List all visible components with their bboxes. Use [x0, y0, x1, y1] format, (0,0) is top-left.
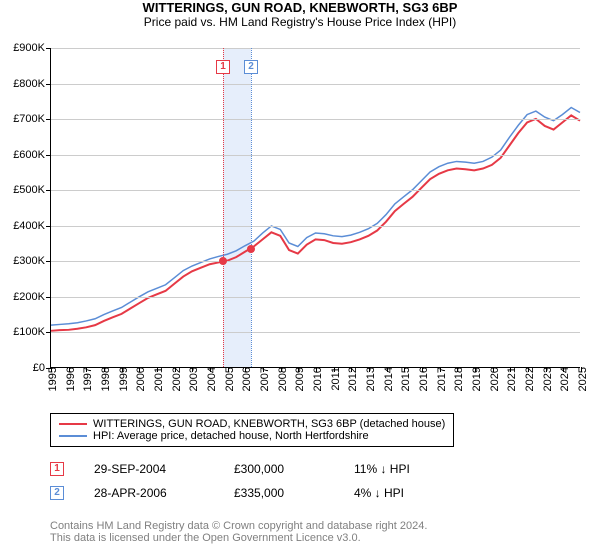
gridline-y	[51, 297, 580, 298]
gridline-y	[51, 155, 580, 156]
xtick-label: 2015	[396, 367, 412, 391]
xtick-label: 2000	[131, 367, 147, 391]
ytick-label: £800K	[13, 78, 51, 90]
ytick-label: £600K	[13, 149, 51, 161]
event-dot	[219, 257, 227, 265]
chart-container: { "title": "WITTERINGS, GUN ROAD, KNEBWO…	[0, 0, 600, 560]
xtick-label: 2024	[555, 367, 571, 391]
transaction-row: 1 29-SEP-2004 £300,000 11% ↓ HPI	[50, 462, 410, 476]
xtick-label: 1999	[114, 367, 130, 391]
xtick-label: 2002	[167, 367, 183, 391]
footer-line-2: This data is licensed under the Open Gov…	[50, 532, 427, 544]
legend-label: HPI: Average price, detached house, Nort…	[93, 430, 369, 442]
xtick-label: 2004	[202, 367, 218, 391]
gridline-y	[51, 190, 580, 191]
legend-label: WITTERINGS, GUN ROAD, KNEBWORTH, SG3 6BP…	[93, 418, 445, 430]
xtick-label: 2020	[485, 367, 501, 391]
gridline-y	[51, 119, 580, 120]
transaction-row: 2 28-APR-2006 £335,000 4% ↓ HPI	[50, 486, 410, 500]
ytick-label: £500K	[13, 184, 51, 196]
transaction-price: £300,000	[234, 462, 324, 476]
event-vline	[251, 48, 252, 367]
legend-swatch	[59, 423, 87, 425]
ytick-label: £900K	[13, 42, 51, 54]
series-line	[51, 108, 580, 326]
ytick-label: £100K	[13, 326, 51, 338]
transaction-table: 1 29-SEP-2004 £300,000 11% ↓ HPI 2 28-APR-200…	[50, 462, 410, 510]
xtick-label: 2010	[308, 367, 324, 391]
legend-item: HPI: Average price, detached house, Nort…	[59, 430, 445, 442]
xtick-label: 2008	[273, 367, 289, 391]
event-marker-box: 2	[244, 60, 258, 74]
xtick-label: 2019	[467, 367, 483, 391]
transaction-delta: 4% ↓ HPI	[354, 486, 404, 500]
xtick-label: 2001	[149, 367, 165, 391]
xtick-label: 2018	[449, 367, 465, 391]
xtick-label: 2017	[432, 367, 448, 391]
ytick-label: £700K	[13, 113, 51, 125]
xtick-label: 1996	[61, 367, 77, 391]
xtick-label: 2012	[343, 367, 359, 391]
ytick-label: £300K	[13, 255, 51, 267]
transaction-index-box: 2	[50, 486, 64, 500]
xtick-label: 1997	[78, 367, 94, 391]
xtick-label: 2013	[361, 367, 377, 391]
xtick-label: 2025	[573, 367, 589, 391]
transaction-delta: 11% ↓ HPI	[354, 462, 410, 476]
series-line	[51, 115, 580, 330]
event-dot	[247, 245, 255, 253]
legend-item: WITTERINGS, GUN ROAD, KNEBWORTH, SG3 6BP…	[59, 418, 445, 430]
ytick-label: £400K	[13, 220, 51, 232]
plot-area: £0£100K£200K£300K£400K£500K£600K£700K£80…	[50, 48, 580, 368]
xtick-label: 2009	[290, 367, 306, 391]
xtick-label: 2023	[538, 367, 554, 391]
gridline-y	[51, 261, 580, 262]
legend-swatch	[59, 435, 87, 437]
xtick-label: 2016	[414, 367, 430, 391]
gridline-y	[51, 226, 580, 227]
xtick-label: 2007	[255, 367, 271, 391]
xtick-label: 2003	[184, 367, 200, 391]
chart-title: WITTERINGS, GUN ROAD, KNEBWORTH, SG3 6BP	[0, 0, 600, 15]
xtick-label: 2005	[220, 367, 236, 391]
transaction-price: £335,000	[234, 486, 324, 500]
xtick-label: 2014	[379, 367, 395, 391]
xtick-label: 2006	[237, 367, 253, 391]
gridline-y	[51, 332, 580, 333]
xtick-label: 2022	[520, 367, 536, 391]
transaction-date: 28-APR-2006	[94, 486, 204, 500]
footer-attribution: Contains HM Land Registry data © Crown c…	[50, 520, 427, 544]
xtick-label: 2021	[502, 367, 518, 391]
event-marker-box: 1	[216, 60, 230, 74]
gridline-y	[51, 84, 580, 85]
transaction-date: 29-SEP-2004	[94, 462, 204, 476]
event-vline	[223, 48, 224, 367]
transaction-index-box: 1	[50, 462, 64, 476]
xtick-label: 1998	[96, 367, 112, 391]
gridline-y	[51, 48, 580, 49]
xtick-label: 2011	[326, 367, 342, 391]
line-series-svg	[51, 48, 580, 367]
chart-subtitle: Price paid vs. HM Land Registry's House …	[0, 15, 600, 29]
legend: WITTERINGS, GUN ROAD, KNEBWORTH, SG3 6BP…	[50, 413, 454, 447]
ytick-label: £200K	[13, 291, 51, 303]
footer-line-1: Contains HM Land Registry data © Crown c…	[50, 520, 427, 532]
xtick-label: 1995	[43, 367, 59, 391]
